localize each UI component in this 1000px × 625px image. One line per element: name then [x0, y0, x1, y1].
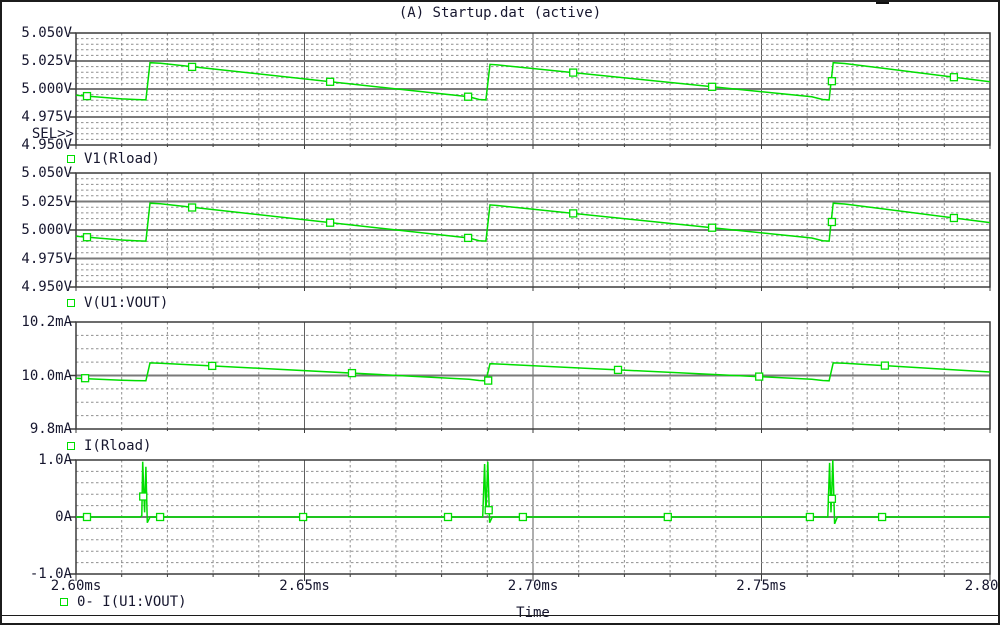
trace-markers[interactable] [82, 203, 959, 243]
plot-title: (A) Startup.dat (active) [398, 5, 602, 21]
y-axis-tick-label: 4.950V [21, 137, 72, 153]
trace-point-marker [484, 376, 493, 385]
trace-point-marker [569, 209, 578, 218]
y-axis-tick-label: 4.975V [21, 109, 72, 125]
trace-point-marker [880, 361, 890, 370]
y-axis-tick-label: 10.0mA [21, 367, 72, 384]
trace-markers[interactable] [82, 62, 959, 101]
x-axis-tick-label: 2.60ms [50, 578, 102, 594]
trace-point-marker [707, 223, 717, 232]
trace-point-marker [82, 512, 92, 522]
panel-border [75, 172, 991, 288]
legend-item-i-rload[interactable]: I(Rload) [67, 438, 151, 454]
trace-point-marker [569, 68, 578, 77]
trace-point-marker [298, 512, 308, 522]
trace-point-marker [208, 361, 217, 371]
trace-point-marker [827, 217, 837, 227]
window-artifact [876, 0, 889, 4]
plot-panel-4[interactable] [70, 459, 991, 581]
panel-border [75, 321, 991, 430]
trace-point-marker [463, 92, 473, 101]
trace-point-marker [755, 372, 764, 381]
y-axis-tick-label: 9.8mA [29, 421, 72, 437]
trace-point-marker [613, 365, 623, 375]
legend-label: I(Rload) [84, 438, 152, 454]
trace-point-marker [949, 73, 959, 82]
trace-point-marker [805, 512, 815, 522]
x-axis-tick-label: 2.75ms [736, 578, 787, 594]
x-axis-tick-label: 2.80ms [964, 578, 1000, 594]
trace-point-marker [139, 492, 148, 501]
trace-point-marker [707, 82, 717, 91]
trace-point-marker [827, 77, 837, 86]
y-axis-tick-label: 0A [55, 509, 72, 525]
plot-panel-2[interactable] [70, 172, 991, 291]
plot-panel-3[interactable] [70, 321, 991, 433]
y-axis-tick-label: 4.950V [21, 279, 72, 295]
trace-point-marker [82, 91, 92, 101]
trace-point-marker [187, 62, 197, 72]
legend-label: 0- I(U1:VOUT) [77, 594, 187, 610]
trace-point-marker [80, 374, 90, 383]
plot-panel-1[interactable] [70, 32, 991, 149]
grid-lines [70, 172, 991, 291]
y-axis-tick-label: 5.025V [21, 193, 72, 210]
grid-lines [70, 321, 991, 433]
waveform-trace[interactable] [75, 61, 991, 101]
trace-point-marker [82, 233, 92, 242]
trace-point-marker [443, 512, 453, 522]
y-axis-tick-label: 5.000V [21, 222, 72, 238]
trace-point-marker [484, 506, 493, 515]
trace-point-marker [877, 512, 887, 522]
trace-point-marker [325, 77, 335, 86]
sel-indicator: SEL>> [31, 126, 74, 142]
trace-point-marker [187, 203, 197, 212]
trace-point-marker [463, 233, 473, 243]
trace-marker-icon [60, 598, 68, 606]
x-axis-title: Time [516, 605, 550, 621]
trace-markers[interactable] [82, 492, 887, 522]
legend-label: V(U1:VOUT) [84, 295, 169, 311]
trace-markers[interactable] [80, 361, 890, 385]
trace-marker-icon [67, 299, 75, 307]
y-axis-tick-label: 10.2mA [21, 314, 72, 330]
y-axis-tick-label: 1.0A [38, 452, 72, 468]
y-axis-tick-label: 5.050V [21, 165, 72, 181]
trace-marker-icon [67, 442, 75, 450]
grid-lines [70, 459, 991, 581]
trace-point-marker [155, 512, 165, 522]
window-inner-border [2, 615, 998, 616]
trace-point-marker [949, 213, 959, 223]
trace-point-marker [325, 218, 335, 227]
y-axis-tick-label: -1.0A [29, 566, 72, 582]
legend-item-neg-i-u1-vout[interactable]: 0- I(U1:VOUT) [60, 594, 187, 610]
y-axis-tick-label: 5.000V [21, 81, 72, 97]
x-axis-tick-label: 2.65ms [279, 578, 330, 594]
trace-point-marker [518, 512, 528, 522]
x-axis-tick-label: 2.70ms [507, 578, 559, 594]
y-axis-tick-label: 5.025V [21, 53, 72, 69]
trace-point-marker [827, 494, 837, 503]
legend-label: V1(Rload) [84, 151, 160, 167]
y-axis-tick-label: 5.050V [21, 25, 72, 41]
trace-marker-icon [67, 155, 75, 163]
trace-point-marker [347, 368, 357, 378]
trace-point-marker [663, 512, 672, 522]
legend-item-v-u1-vout[interactable]: V(U1:VOUT) [67, 295, 168, 311]
grid-lines [70, 32, 991, 149]
legend-item-v1-rload[interactable]: V1(Rload) [67, 151, 160, 167]
waveform-trace[interactable] [75, 202, 991, 242]
y-axis-tick-label: 4.975V [21, 250, 72, 267]
panel-border [75, 32, 991, 146]
